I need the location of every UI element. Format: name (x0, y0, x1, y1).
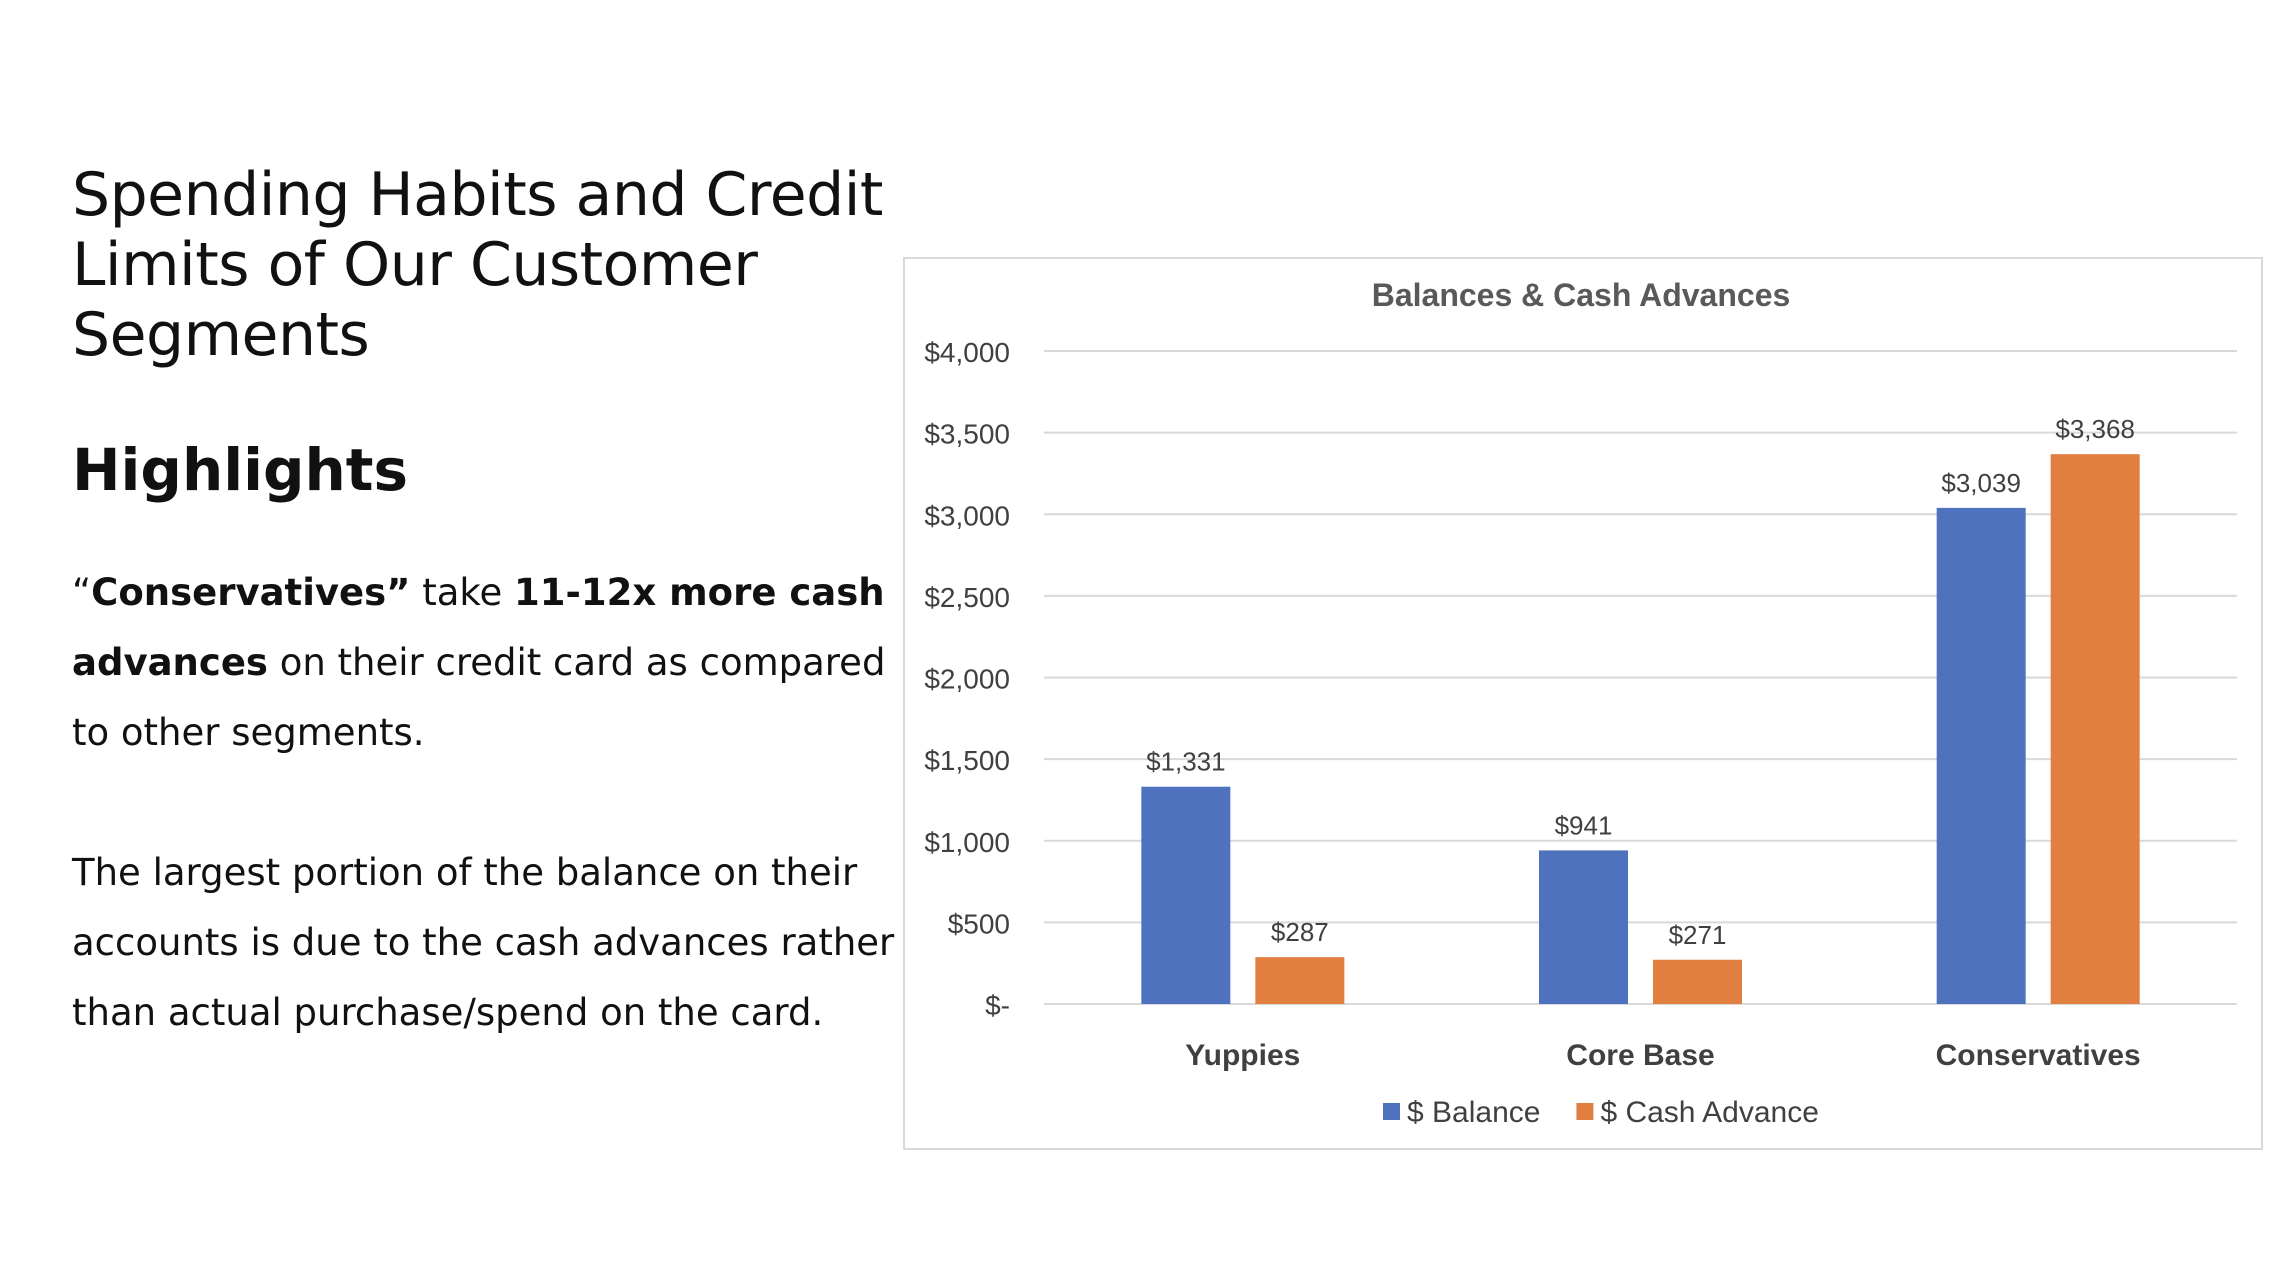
data-label: $1,331 (1146, 747, 1226, 777)
highlight-paragraph-1: “Conservatives” take 11-12x more cash ad… (72, 558, 912, 768)
chart-container: Balances & Cash Advances $- $500 $1,000 $1,5… (903, 257, 2263, 1150)
bar (1936, 507, 2026, 1004)
x-category-label: Core Base (1566, 1039, 1714, 1072)
paragraph-text: on their credit card as compared to othe… (72, 641, 886, 754)
slide-title-line: Spending Habits and Credit (72, 160, 883, 230)
y-tick-label: $500 (948, 908, 1010, 939)
data-label: $3,368 (2055, 414, 2135, 444)
bar (2050, 454, 2140, 1004)
data-label: $941 (1555, 810, 1613, 840)
legend-swatch (1383, 1103, 1400, 1120)
bar-chart: Balances & Cash Advances $- $500 $1,000 $1,5… (924, 277, 2237, 1129)
y-tick-label: $2,000 (924, 664, 1010, 695)
data-label: $287 (1271, 917, 1329, 947)
key-stat: 11-12x more cash advances (72, 571, 885, 684)
y-tick-label: $4,000 (924, 337, 1010, 368)
chart-title: Balances & Cash Advances (1372, 277, 1791, 313)
paragraph-text: take (410, 571, 515, 614)
legend-label: $ Cash Advance (1600, 1096, 1818, 1129)
legend-swatch (1576, 1103, 1594, 1120)
y-tick-label: $3,500 (924, 419, 1010, 450)
data-label: $271 (1669, 920, 1727, 950)
bar (1539, 850, 1628, 1004)
y-tick-label: $3,000 (924, 500, 1010, 531)
y-tick-label: $2,500 (924, 582, 1010, 613)
bar (1653, 959, 1742, 1004)
highlights-heading: Highlights (72, 436, 409, 504)
highlight-paragraph-2: The largest portion of the balance on th… (72, 851, 895, 1034)
y-tick-label: $1,500 (924, 745, 1010, 776)
open-quote: “ (72, 571, 92, 614)
segment-name: Conservatives” (91, 571, 411, 614)
bar (1141, 786, 1231, 1004)
slide-title-line: Limits of Our Customer (72, 230, 758, 300)
slide-title-line: Segments (72, 300, 370, 370)
x-category-label: Conservatives (1936, 1039, 2141, 1072)
data-label: $3,039 (1941, 468, 2021, 498)
slide-title: Spending Habits and Credit Limits of Our… (72, 160, 892, 370)
legend-label: $ Balance (1407, 1096, 1540, 1129)
bar (1255, 957, 1345, 1004)
y-tick-label: $- (985, 990, 1010, 1021)
y-tick-label: $1,000 (924, 827, 1010, 858)
x-category-label: Yuppies (1185, 1039, 1300, 1072)
